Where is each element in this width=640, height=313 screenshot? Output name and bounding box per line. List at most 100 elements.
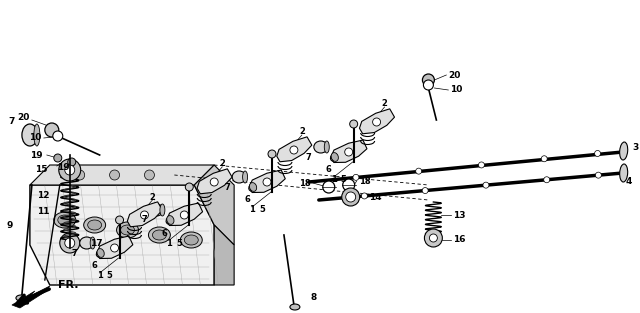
Text: 12: 12 <box>37 191 50 199</box>
Circle shape <box>116 216 124 224</box>
Circle shape <box>268 150 276 158</box>
Circle shape <box>323 181 335 193</box>
Circle shape <box>180 211 188 219</box>
Text: 1: 1 <box>97 271 102 280</box>
Circle shape <box>483 182 489 188</box>
Ellipse shape <box>314 141 328 153</box>
Circle shape <box>595 172 602 178</box>
Ellipse shape <box>80 237 93 249</box>
Ellipse shape <box>160 204 165 216</box>
Polygon shape <box>97 236 133 259</box>
Text: 6: 6 <box>161 228 167 238</box>
Ellipse shape <box>97 249 104 257</box>
Ellipse shape <box>58 215 72 225</box>
Text: 5: 5 <box>107 271 113 280</box>
Circle shape <box>544 177 550 183</box>
Polygon shape <box>166 203 203 225</box>
Circle shape <box>145 170 154 180</box>
Circle shape <box>479 162 484 168</box>
Ellipse shape <box>290 304 300 310</box>
Polygon shape <box>360 109 394 134</box>
Text: 13: 13 <box>453 211 466 219</box>
Ellipse shape <box>88 220 102 230</box>
Ellipse shape <box>249 182 261 192</box>
Ellipse shape <box>166 215 179 225</box>
Polygon shape <box>30 165 214 185</box>
Text: 11: 11 <box>37 208 50 217</box>
Ellipse shape <box>167 216 174 224</box>
Ellipse shape <box>90 237 95 249</box>
Polygon shape <box>331 140 367 162</box>
Ellipse shape <box>180 232 202 248</box>
Polygon shape <box>214 225 234 285</box>
Circle shape <box>45 123 59 137</box>
Circle shape <box>210 178 218 186</box>
Ellipse shape <box>54 212 76 228</box>
Polygon shape <box>197 169 232 194</box>
Circle shape <box>416 168 422 174</box>
Text: 7: 7 <box>224 182 230 192</box>
Text: 16: 16 <box>453 235 466 244</box>
Text: 18: 18 <box>300 178 311 187</box>
Text: 14: 14 <box>369 192 381 202</box>
Circle shape <box>345 148 353 156</box>
Circle shape <box>342 188 360 206</box>
Circle shape <box>140 211 148 219</box>
Circle shape <box>541 156 547 162</box>
Polygon shape <box>12 286 50 308</box>
Circle shape <box>353 174 359 180</box>
Text: 6: 6 <box>244 196 250 204</box>
Text: 7: 7 <box>72 249 77 258</box>
Text: 1: 1 <box>249 206 255 214</box>
Ellipse shape <box>150 204 163 216</box>
Polygon shape <box>195 165 234 245</box>
Circle shape <box>424 229 442 247</box>
Ellipse shape <box>22 124 38 146</box>
Text: 6: 6 <box>326 166 332 175</box>
Ellipse shape <box>620 142 628 160</box>
Ellipse shape <box>116 222 138 238</box>
Circle shape <box>429 234 437 242</box>
Polygon shape <box>276 137 312 162</box>
Circle shape <box>53 131 63 141</box>
Text: 2: 2 <box>381 100 387 109</box>
Text: 3: 3 <box>633 143 639 152</box>
Text: 20: 20 <box>17 114 30 122</box>
Text: 18: 18 <box>358 177 371 186</box>
Circle shape <box>595 151 600 156</box>
Ellipse shape <box>84 217 106 233</box>
Polygon shape <box>30 185 214 285</box>
Text: 17: 17 <box>90 239 102 248</box>
Circle shape <box>346 192 356 202</box>
Text: 7: 7 <box>306 152 312 162</box>
Ellipse shape <box>330 152 343 162</box>
Text: 7: 7 <box>141 215 147 224</box>
Ellipse shape <box>16 295 26 301</box>
Text: 20: 20 <box>449 70 461 80</box>
Text: 9: 9 <box>7 220 13 229</box>
Text: 1: 1 <box>166 239 172 248</box>
Circle shape <box>424 80 433 90</box>
Ellipse shape <box>331 153 339 162</box>
Circle shape <box>65 238 75 248</box>
Ellipse shape <box>148 227 170 243</box>
Text: FR.: FR. <box>58 280 78 290</box>
Text: 8: 8 <box>310 294 317 302</box>
Text: 19: 19 <box>57 163 69 172</box>
Circle shape <box>422 187 428 193</box>
Text: 5: 5 <box>340 176 347 184</box>
Text: 2: 2 <box>299 127 305 136</box>
Ellipse shape <box>97 248 109 258</box>
Circle shape <box>111 244 118 252</box>
Ellipse shape <box>620 164 628 182</box>
Circle shape <box>68 158 76 166</box>
Text: 15: 15 <box>35 166 48 175</box>
Text: 10: 10 <box>29 134 42 142</box>
Text: 1: 1 <box>331 176 337 184</box>
Circle shape <box>349 120 358 128</box>
Polygon shape <box>127 202 163 227</box>
Text: 10: 10 <box>451 85 463 95</box>
Circle shape <box>60 233 80 253</box>
Ellipse shape <box>243 171 248 183</box>
Circle shape <box>75 170 84 180</box>
